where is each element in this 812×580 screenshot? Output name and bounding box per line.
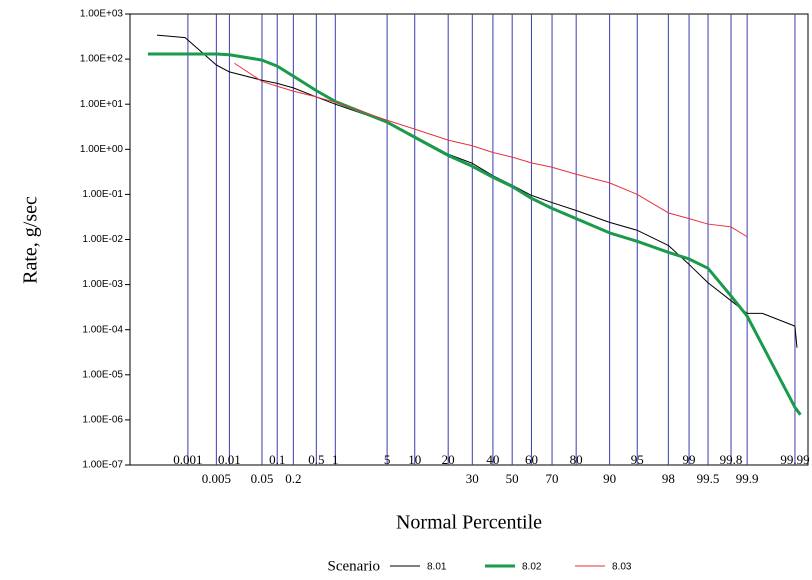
- y-tick-label: 1.00E-07: [82, 460, 123, 471]
- y-tick-label: 1.00E+02: [80, 54, 124, 65]
- x-tick-label: 0.5: [308, 452, 324, 467]
- legend-label: 8.03: [612, 562, 632, 573]
- x-tick-label: 99.99: [780, 452, 809, 467]
- legend-title: Scenario: [328, 558, 380, 574]
- x-tick-label: 70: [546, 471, 559, 486]
- x-tick-label: 10: [408, 452, 421, 467]
- series-line: [156, 34, 798, 348]
- y-tick-label: 1.00E-06: [82, 415, 123, 426]
- x-tick-label: 0.01: [218, 452, 241, 467]
- x-tick-label: 0.005: [202, 471, 231, 486]
- legend-label: 8.02: [522, 562, 542, 573]
- y-tick-label: 1.00E+01: [80, 99, 124, 110]
- y-tick-label: 1.00E+03: [80, 9, 124, 20]
- y-tick-label: 1.00E-01: [82, 189, 123, 200]
- x-tick-label: 95: [631, 452, 644, 467]
- x-tick-label: 20: [442, 452, 455, 467]
- x-tick-label: 99.9: [736, 471, 759, 486]
- y-axis-label: Rate, g/sec: [20, 196, 42, 284]
- x-tick-label: 90: [603, 471, 616, 486]
- x-tick-label: 40: [486, 452, 499, 467]
- x-tick-label: 5: [384, 452, 391, 467]
- x-tick-label: 30: [466, 471, 479, 486]
- x-tick-label: 98: [662, 471, 675, 486]
- x-tick-label: 50: [506, 471, 519, 486]
- x-tick-label: 60: [525, 452, 538, 467]
- series-line: [234, 62, 748, 238]
- x-tick-label: 0.2: [285, 471, 301, 486]
- x-tick-label: 0.05: [251, 471, 274, 486]
- x-tick-label: 1: [332, 452, 339, 467]
- x-tick-label: 80: [570, 452, 583, 467]
- series-line: [147, 52, 802, 416]
- x-tick-label: 99: [683, 452, 696, 467]
- y-tick-label: 1.00E-04: [82, 324, 123, 335]
- x-tick-label: 0.001: [173, 452, 202, 467]
- y-tick-label: 1.00E+00: [80, 144, 124, 155]
- x-axis-label: Normal Percentile: [396, 512, 542, 534]
- x-tick-label: 99.5: [697, 471, 720, 486]
- y-tick-label: 1.00E-02: [82, 234, 123, 245]
- y-tick-label: 1.00E-03: [82, 279, 123, 290]
- legend-label: 8.01: [427, 562, 447, 573]
- plot-frame: [129, 13, 809, 466]
- x-tick-label: 99.8: [720, 452, 743, 467]
- y-tick-label: 1.00E-05: [82, 369, 123, 380]
- x-tick-label: 0.1: [269, 452, 285, 467]
